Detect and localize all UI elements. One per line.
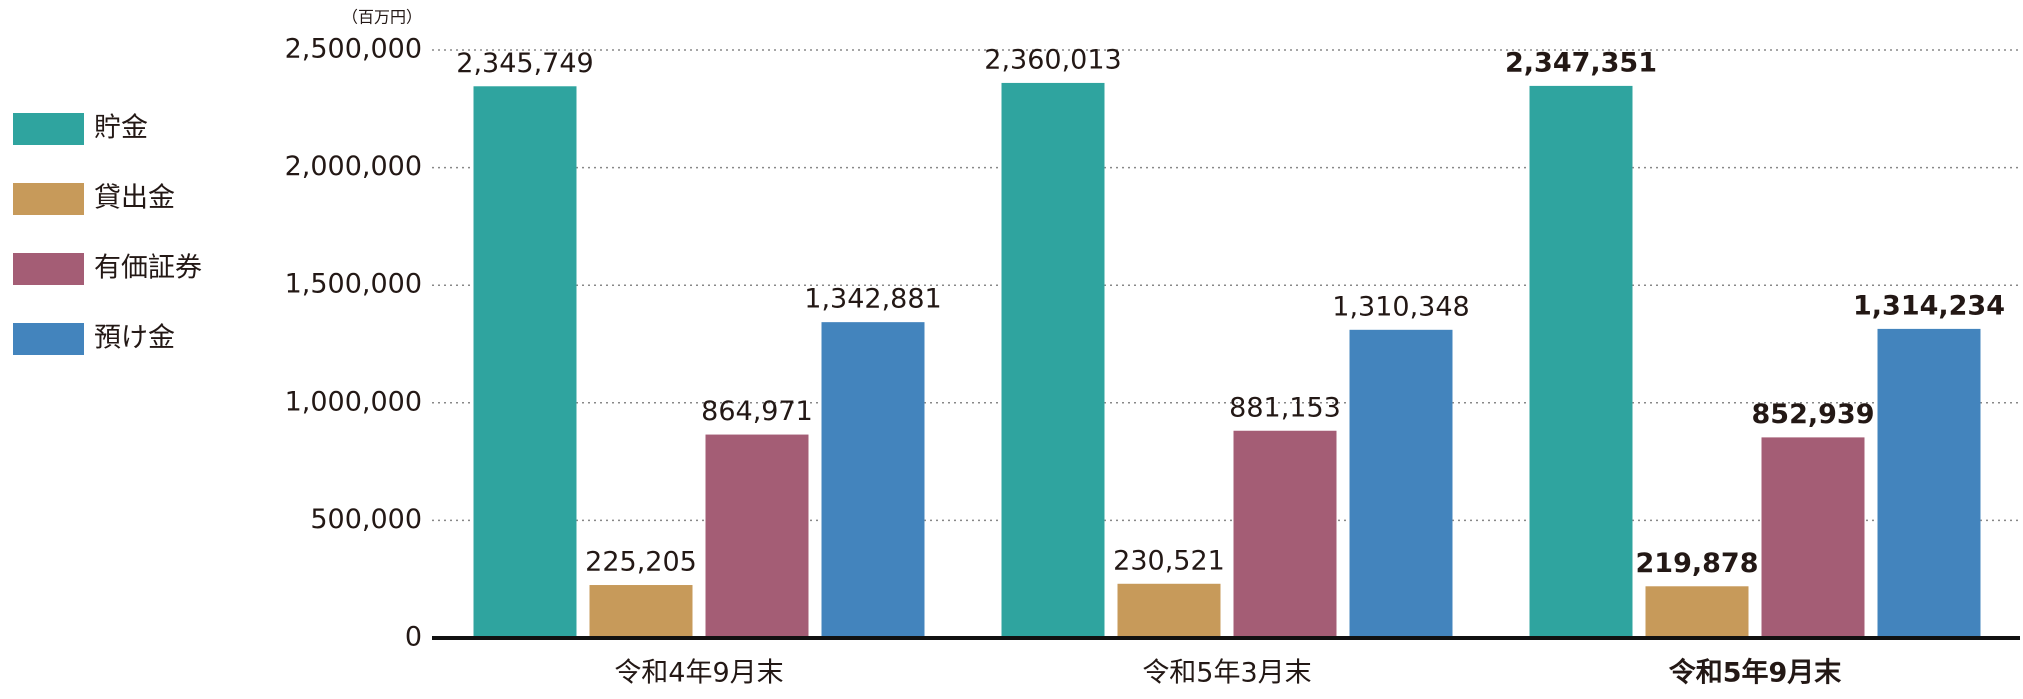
value-label: 2,345,749 <box>456 48 593 79</box>
y-tick-label: 0 <box>405 622 422 653</box>
y-tick-label: 2,500,000 <box>285 34 422 65</box>
bar <box>1233 430 1337 638</box>
bar <box>705 434 809 638</box>
value-label: 2,347,351 <box>1505 47 1657 78</box>
bar <box>1645 586 1749 638</box>
bar <box>1001 82 1105 639</box>
bar <box>1529 85 1633 638</box>
bar <box>1117 583 1221 638</box>
legend-label: 貸出金 <box>94 183 175 214</box>
x-tick-label: 令和4年9月末 <box>614 658 783 689</box>
value-label: 1,342,881 <box>804 284 941 315</box>
value-label: 852,939 <box>1752 399 1875 430</box>
legend-swatch <box>13 323 84 355</box>
bar <box>589 585 693 638</box>
value-label: 881,153 <box>1229 392 1341 423</box>
value-label: 230,521 <box>1113 545 1225 576</box>
value-label: 1,314,234 <box>1853 290 2005 321</box>
y-tick-label: 2,000,000 <box>285 151 422 182</box>
legend-swatch <box>13 183 84 215</box>
legend-label: 預け金 <box>94 323 175 354</box>
bar <box>1349 329 1453 638</box>
bar <box>1761 437 1865 638</box>
y-tick-label: 1,500,000 <box>285 269 422 300</box>
legend-label: 貯金 <box>94 113 148 144</box>
unit-label: （百万円） <box>342 8 422 27</box>
y-tick-label: 1,000,000 <box>285 386 422 417</box>
y-tick-label: 500,000 <box>310 504 422 535</box>
bar <box>821 322 925 638</box>
legend-swatch <box>13 253 84 285</box>
x-tick-label: 令和5年9月末 <box>1669 657 1842 689</box>
value-label: 219,878 <box>1636 548 1759 579</box>
x-tick-label: 令和5年3月末 <box>1142 658 1311 689</box>
value-label: 1,310,348 <box>1332 291 1469 322</box>
value-label: 225,205 <box>585 547 697 578</box>
bar <box>473 86 577 638</box>
value-label: 864,971 <box>701 396 813 427</box>
bar <box>1877 328 1981 638</box>
legend-label: 有価証券 <box>94 253 202 284</box>
value-label: 2,360,013 <box>984 44 1121 75</box>
legend-swatch <box>13 113 84 145</box>
